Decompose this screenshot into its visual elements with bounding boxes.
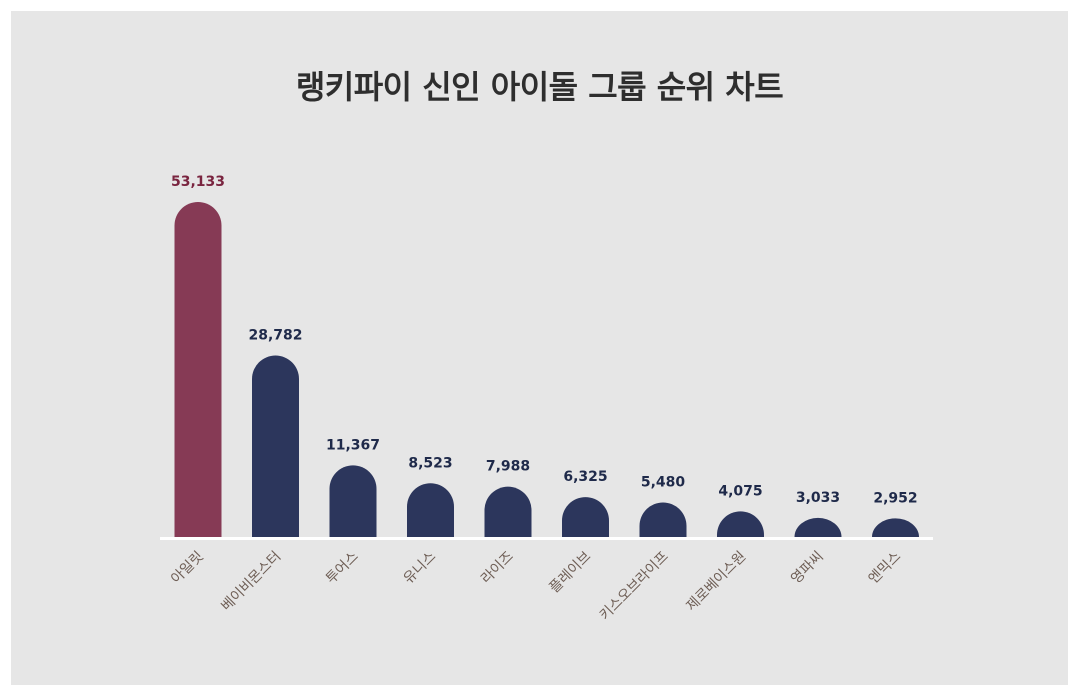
- bar-4: [407, 483, 454, 537]
- value-label-4: 8,523: [408, 455, 452, 471]
- bar-9: [794, 517, 842, 537]
- bar-10: [872, 518, 919, 537]
- value-label-10: 2,952: [873, 490, 917, 506]
- value-label-2: 28,782: [248, 328, 302, 344]
- bar-3: [329, 465, 377, 537]
- value-label-7: 5,480: [641, 474, 686, 490]
- bar-5: [484, 486, 532, 537]
- category-label-8: 제로베이스원: [683, 549, 749, 615]
- value-label-9: 3,033: [796, 490, 840, 506]
- chart-title: 랭키파이 신인 아이돌 그룹 순위 차트: [295, 68, 784, 106]
- category-label-4: 유니스: [401, 548, 440, 587]
- category-label-6: 플레이브: [547, 548, 595, 596]
- value-label-6: 6,325: [563, 469, 607, 485]
- bar-2: [252, 355, 299, 537]
- value-label-5: 7,988: [486, 459, 530, 475]
- category-label-5: 라이즈: [478, 548, 517, 587]
- value-label-8: 4,075: [718, 483, 762, 499]
- category-label-9: 영파씨: [788, 549, 827, 588]
- value-label-3: 11,367: [326, 437, 380, 453]
- category-label-10: 엔믹스: [866, 548, 905, 587]
- bar-8: [717, 511, 764, 537]
- value-label-1: 53,133: [171, 174, 225, 190]
- bar-7: [639, 502, 687, 537]
- bar-1: [174, 202, 222, 537]
- category-label-2: 베이비몬스터: [218, 549, 284, 615]
- category-label-1: 아일릿: [168, 549, 207, 588]
- bar-6: [562, 497, 609, 537]
- category-label-3: 투어스: [323, 548, 362, 587]
- category-label-7: 키스오브라이프: [597, 548, 672, 623]
